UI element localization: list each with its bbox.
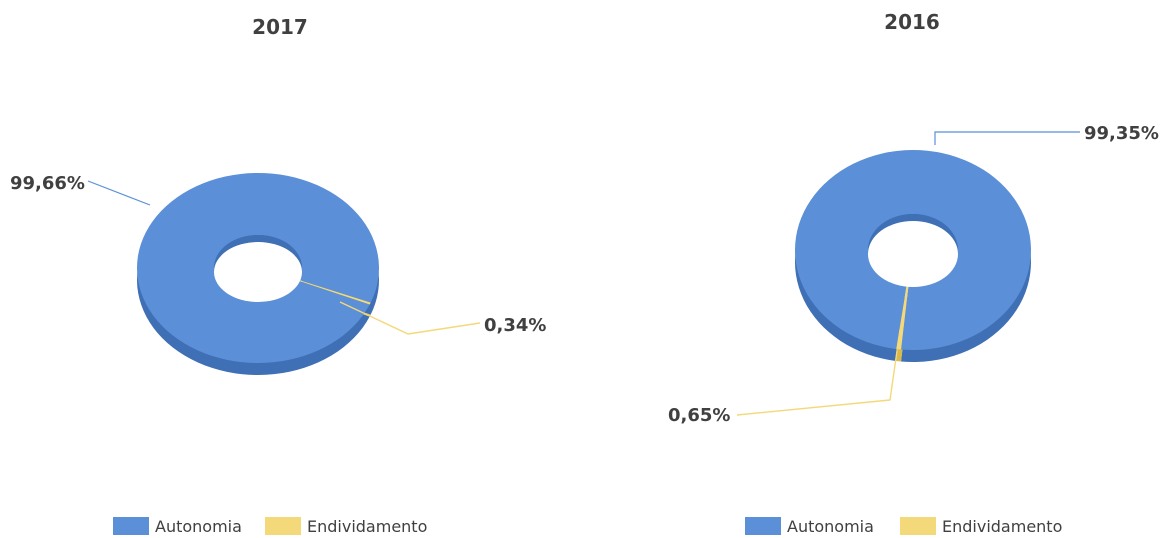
chart-2017: 2017 99,66% 0,34% Autonomia Endividament…	[10, 15, 546, 536]
chart-2016: 2016 99,35% 0,65% Autonomia Endividament…	[668, 10, 1159, 536]
donut-2017	[137, 172, 380, 375]
chart-title: 2016	[884, 10, 940, 34]
leader-line-autonomia	[934, 131, 1080, 145]
donut-hole	[214, 242, 302, 302]
legend: Autonomia Endividamento	[113, 517, 427, 536]
legend-swatch-endividamento	[265, 517, 301, 535]
leader-line-endividamento	[339, 301, 481, 335]
leader-line-endividamento	[736, 329, 901, 416]
legend-label-endividamento: Endividamento	[942, 517, 1062, 536]
legend-label-autonomia: Autonomia	[787, 517, 874, 536]
donut-2016	[794, 149, 1031, 362]
legend-label-autonomia: Autonomia	[155, 517, 242, 536]
chart-title: 2017	[252, 15, 308, 39]
data-label-endividamento: 0,34%	[484, 315, 546, 336]
data-label-autonomia: 99,66%	[10, 173, 85, 194]
donut-hole	[868, 221, 958, 287]
data-label-endividamento: 0,65%	[668, 405, 730, 426]
legend-swatch-endividamento	[900, 517, 936, 535]
legend: Autonomia Endividamento	[745, 517, 1062, 536]
data-label-autonomia: 99,35%	[1084, 123, 1159, 144]
slice-endividamento	[298, 280, 371, 305]
slice-autonomia	[794, 149, 1031, 350]
legend-swatch-autonomia	[745, 517, 781, 535]
slice-autonomia	[137, 172, 380, 363]
legend-swatch-autonomia	[113, 517, 149, 535]
leader-line-autonomia	[87, 180, 151, 206]
legend-label-endividamento: Endividamento	[307, 517, 427, 536]
